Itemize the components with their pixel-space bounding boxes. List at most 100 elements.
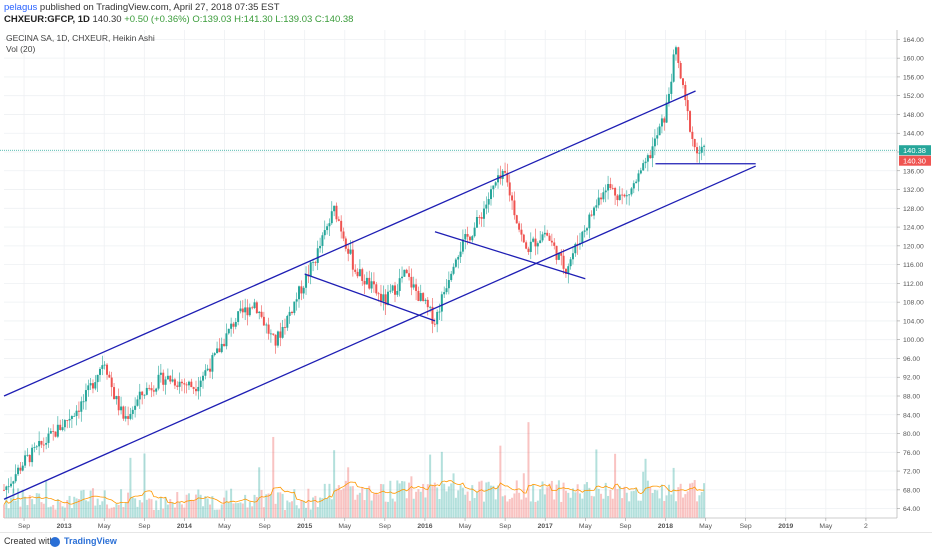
- volume-bar: [148, 498, 151, 518]
- volume-bar: [96, 498, 99, 518]
- candle-body: [621, 194, 624, 196]
- volume-bar: [342, 488, 345, 518]
- candle-body: [394, 285, 397, 295]
- candle-body: [405, 269, 408, 274]
- y-tick-label: 144.00: [903, 131, 924, 138]
- candle-body: [38, 440, 41, 447]
- volume-bar: [471, 485, 474, 518]
- candle-body: [532, 238, 535, 242]
- candle-body: [24, 455, 27, 466]
- volume-bar: [127, 492, 130, 518]
- candle-body: [522, 234, 525, 243]
- volume-bar: [274, 503, 277, 518]
- tradingview-brand[interactable]: TradingView: [64, 536, 117, 546]
- volume-bar: [66, 500, 69, 518]
- candle-body: [265, 324, 268, 326]
- volume-bar: [436, 487, 439, 518]
- volume-bar: [321, 498, 324, 518]
- volume-bar: [14, 500, 17, 518]
- candle-body: [518, 223, 521, 230]
- volume-bar: [363, 500, 366, 518]
- candle-body: [73, 415, 76, 417]
- volume-bar: [578, 493, 581, 518]
- volume-bar: [293, 489, 296, 518]
- candle-body: [457, 256, 460, 260]
- candle-body: [623, 194, 626, 197]
- volume-bar: [623, 486, 626, 518]
- candle-body: [176, 385, 179, 387]
- volume-bar: [351, 486, 354, 518]
- volume-bar: [539, 489, 542, 518]
- price-axis[interactable]: 64.00 68.00 72.00 76.00 80.00 84.00 88.00 92.00…: [896, 30, 932, 535]
- volume-bar: [145, 499, 148, 518]
- volume-bar: [122, 507, 125, 518]
- candle-body: [485, 204, 488, 209]
- volume-bar: [698, 495, 701, 518]
- candle-body: [42, 444, 45, 446]
- volume-bar: [543, 494, 546, 518]
- volume-bar: [33, 504, 36, 518]
- candle-body: [319, 245, 322, 249]
- candle-body: [162, 372, 165, 385]
- candle-body: [635, 181, 638, 184]
- volume-bar: [138, 500, 141, 518]
- volume-bar: [424, 497, 427, 518]
- volume-bar: [162, 508, 165, 518]
- trendlines[interactable]: [3, 90, 756, 500]
- candle-body: [377, 293, 380, 295]
- candle-body: [417, 290, 420, 301]
- candle-body: [354, 269, 357, 272]
- candle-body: [653, 138, 656, 147]
- volume-bar: [286, 500, 289, 518]
- candle-body: [138, 391, 141, 400]
- candle-body: [52, 431, 55, 432]
- volume-bar: [73, 496, 76, 518]
- candle-body: [586, 228, 589, 231]
- candle-body: [546, 232, 549, 236]
- volume-bar: [536, 500, 539, 518]
- candle-body: [408, 273, 411, 277]
- volume-bar: [281, 493, 284, 518]
- candle-body: [358, 269, 361, 277]
- time-axis[interactable]: Sep 2013 May Sep 2014 May Sep 2015 May Sep 2016 May…: [4, 517, 897, 530]
- candle-body: [127, 416, 130, 419]
- volume-bar: [248, 502, 251, 518]
- candle-body: [225, 333, 228, 347]
- author-link[interactable]: pelagus: [4, 2, 38, 13]
- candle-body: [204, 370, 207, 376]
- volume-bar: [206, 498, 209, 518]
- volume-bar: [555, 484, 558, 518]
- chart-area[interactable]: 64.00 68.00 72.00 76.00 80.00 84.00 88.00 92.00…: [0, 30, 932, 535]
- candle-body: [267, 324, 270, 334]
- volume-bar: [398, 483, 401, 518]
- volume-bar: [344, 480, 347, 518]
- candle-body: [513, 200, 516, 216]
- candle-body: [253, 302, 256, 309]
- created-with-label: Created with: [4, 536, 55, 546]
- volume-bar: [419, 491, 422, 518]
- volume-bar: [670, 494, 673, 518]
- tradingview-logo-icon[interactable]: [50, 537, 60, 547]
- candle-body: [54, 431, 57, 437]
- volume-bar: [703, 483, 706, 518]
- candle-body: [136, 399, 139, 406]
- y-tick-label: 164.00: [903, 37, 924, 44]
- volume-bar: [42, 503, 45, 518]
- candle-body: [237, 311, 240, 322]
- volume-bar: [143, 453, 146, 518]
- volume-bar: [183, 507, 186, 518]
- candle-body: [452, 266, 455, 274]
- volume-bar: [38, 493, 41, 518]
- price-chart[interactable]: 64.00 68.00 72.00 76.00 80.00 84.00 88.00 92.00…: [0, 30, 932, 535]
- volume-bar: [251, 506, 254, 518]
- candle-body: [129, 413, 132, 419]
- volume-bar: [475, 491, 478, 518]
- y-tick-label: 120.00: [903, 243, 924, 250]
- candle-body: [113, 387, 116, 400]
- volume-bar: [115, 503, 118, 518]
- volume-bar: [199, 494, 202, 518]
- candle-body: [258, 311, 261, 314]
- candle-body: [155, 388, 158, 392]
- candle-body: [656, 135, 659, 139]
- candle-body: [77, 410, 80, 412]
